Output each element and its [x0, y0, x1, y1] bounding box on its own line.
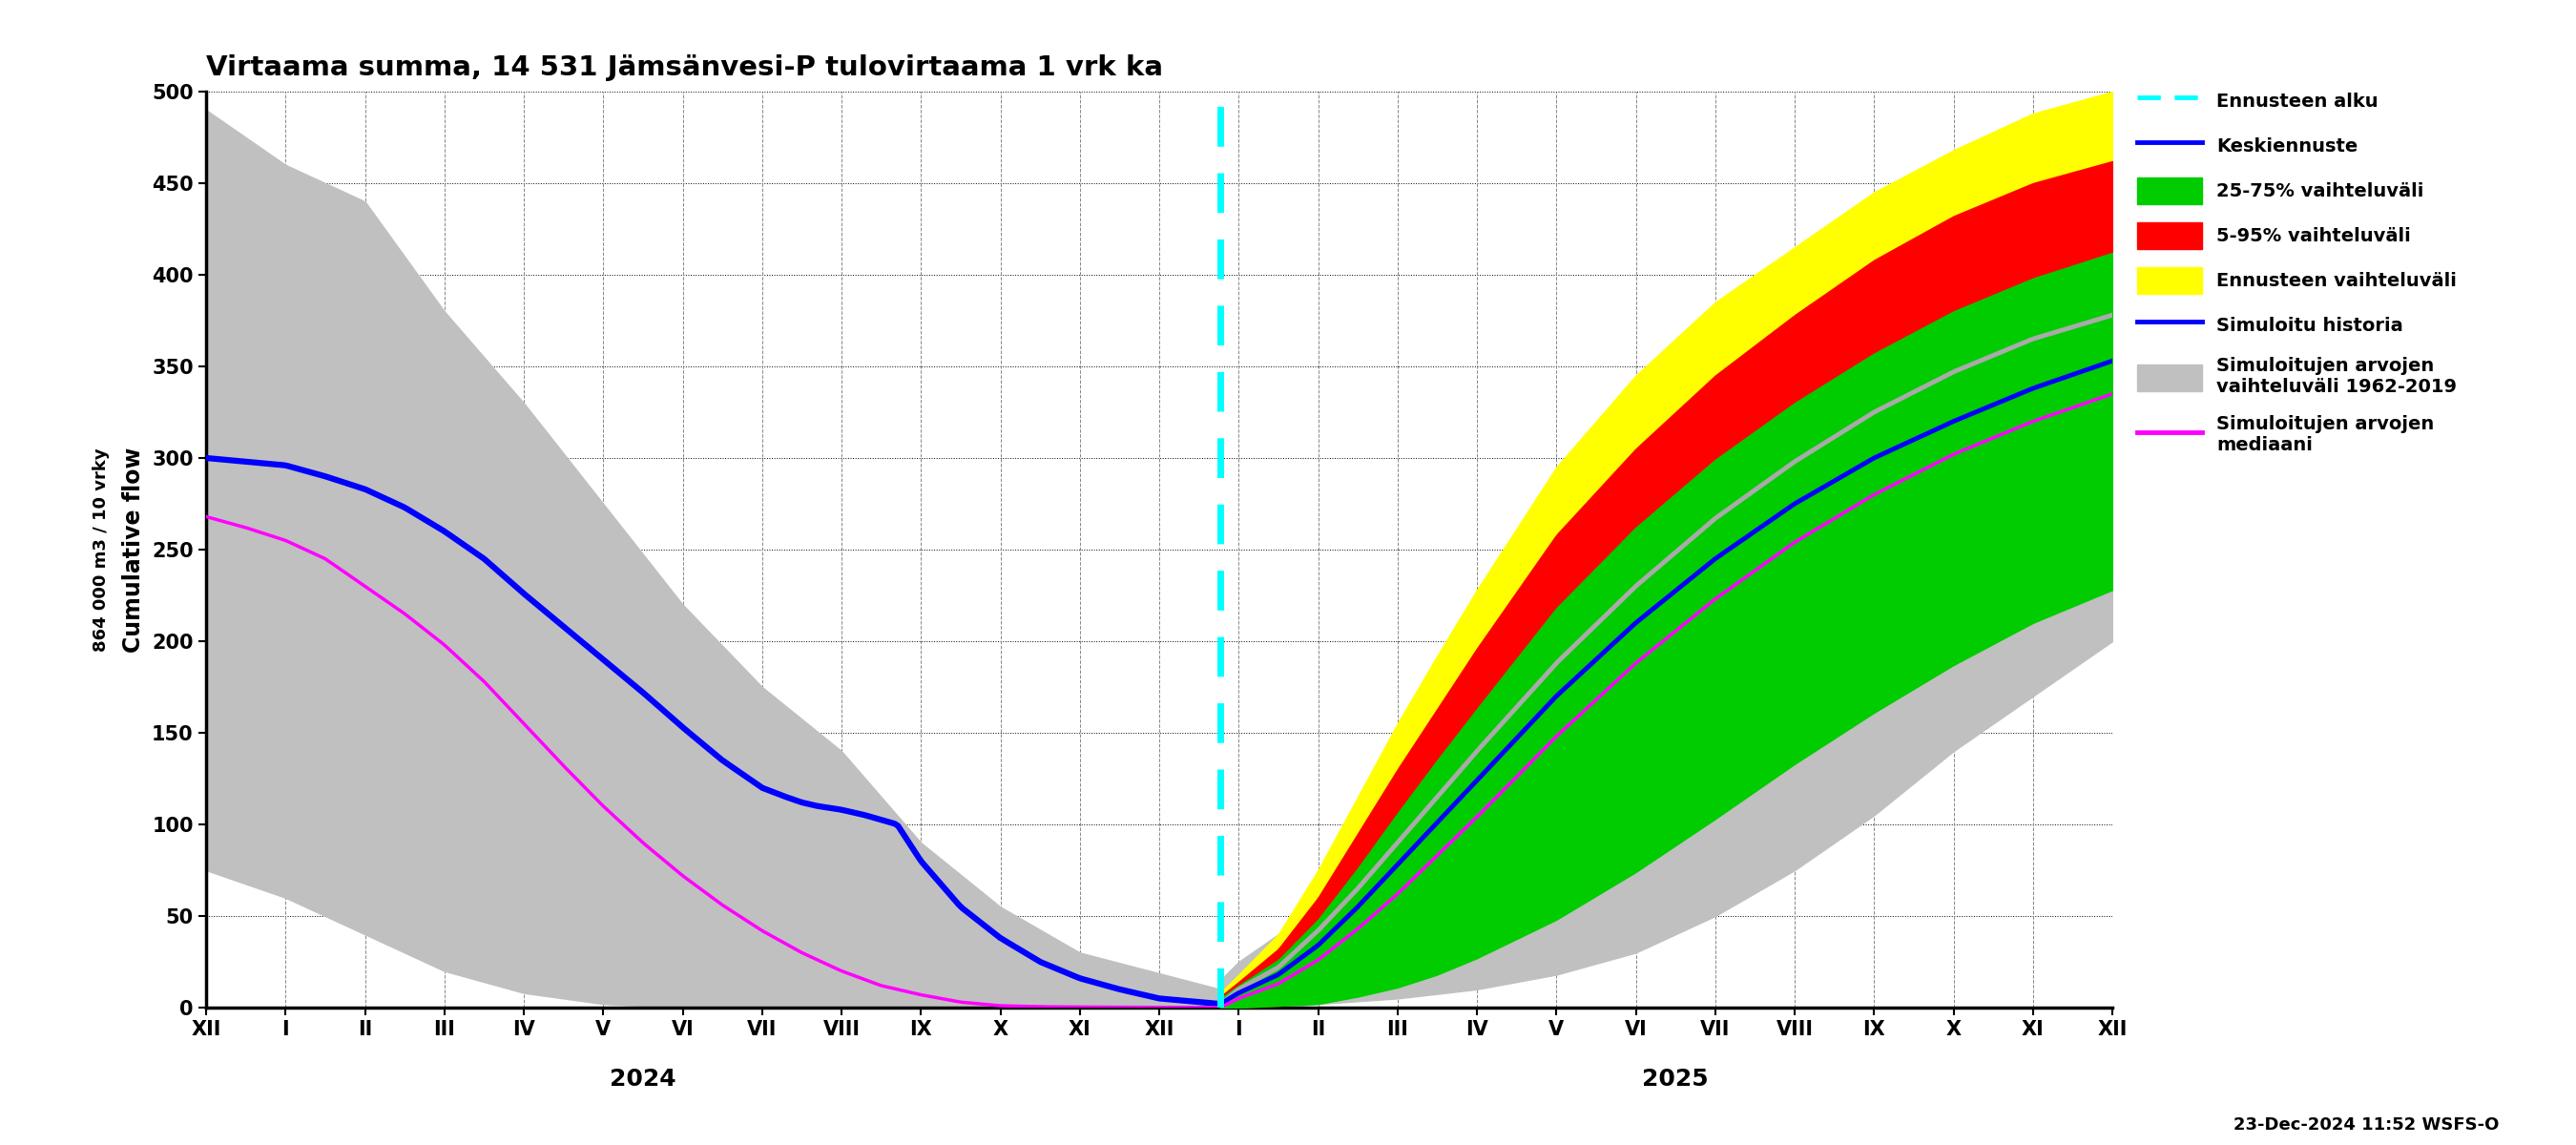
Legend: Ennusteen alku, Keskiennuste, 25-75% vaihteluväli, 5-95% vaihteluväli, Ennusteen: Ennusteen alku, Keskiennuste, 25-75% vai…: [2130, 82, 2463, 459]
Text: 23-Dec-2024 11:52 WSFS-O: 23-Dec-2024 11:52 WSFS-O: [2233, 1116, 2499, 1134]
Text: 864 000 m3 / 10 vrky: 864 000 m3 / 10 vrky: [93, 448, 111, 652]
Y-axis label: Cumulative flow: Cumulative flow: [121, 447, 144, 653]
Text: 2025: 2025: [1643, 1067, 1708, 1090]
Text: 2024: 2024: [611, 1067, 675, 1090]
Text: Virtaama summa, 14 531 Jämsänvesi-P tulovirtaama 1 vrk ka: Virtaama summa, 14 531 Jämsänvesi-P tulo…: [206, 55, 1162, 81]
